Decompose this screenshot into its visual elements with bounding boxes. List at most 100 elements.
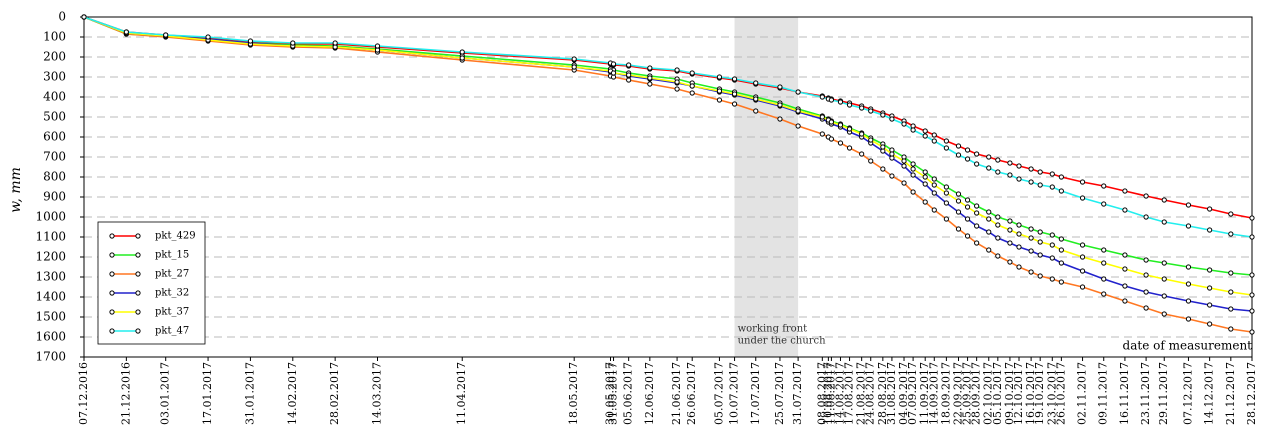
data-point [731,91,738,97]
data-point [1249,308,1255,314]
data-point [1101,247,1107,253]
legend-marker [109,328,115,334]
legend-marker [109,290,115,296]
data-point [1049,171,1055,177]
data-point [1122,252,1128,258]
data-point [1207,206,1213,212]
data-point [974,161,980,167]
data-point [1207,302,1213,308]
x-tick-label: 17.07.2017 [749,362,762,425]
data-point [332,40,338,46]
data-point [943,184,949,190]
data-point [846,126,853,132]
x-tick-label: 07.12.2017 [1181,362,1194,425]
data-point [571,64,577,70]
x-tick-label: 12.06.2017 [643,362,656,425]
data-point [1101,276,1107,282]
x-tick-label: 12.10.2017 [1012,362,1025,425]
series-line [83,16,1253,238]
data-point [647,65,653,71]
x-tick-label: 18.05.2017 [567,362,580,425]
legend-marker [135,252,141,258]
x-tick-label: 31.07.2017 [791,362,804,425]
data-point [1007,227,1013,233]
data-point [1058,236,1064,242]
data-point [795,108,801,114]
x-tick-label: 14.09.2017 [927,362,940,425]
data-point [795,123,801,129]
data-point [753,80,759,86]
data-point [1058,188,1064,194]
x-tick-label: 28.09.2017 [970,362,983,425]
data-point [943,145,949,151]
x-tick-label: 08.08.2017 [815,362,828,425]
data-point [986,154,992,160]
data-point [819,131,825,137]
y-tick-label: 100 [43,30,66,44]
data-point [1049,242,1055,248]
legend-label: pkt_15 [155,250,189,261]
data-point [964,147,971,153]
y-tick-label: 1100 [35,230,66,244]
legend-label: pkt_32 [155,288,189,299]
data-point [922,174,928,180]
data-point [868,158,874,164]
series-line [83,16,1253,312]
y-tick-label: 1700 [35,350,66,364]
x-tick-label: 22.09.2017 [951,362,964,425]
data-point [986,165,992,171]
x-tick-label: 23.10.2017 [1045,362,1058,425]
data-point [964,233,971,239]
data-point [1016,244,1022,250]
y-axis-label: w, mm [8,167,24,213]
legend-marker [135,290,141,296]
data-point [1028,226,1034,232]
data-point [1049,232,1055,238]
plot-frame [83,16,1253,358]
annotation: working front [738,324,808,335]
y-tick-label: 1200 [35,250,66,264]
data-point [955,226,962,232]
data-point [716,74,723,80]
data-point [922,133,928,139]
data-point [1037,252,1043,258]
series-line [83,16,1253,296]
data-point [955,209,962,215]
data-point [974,210,980,216]
data-point [943,216,949,222]
x-tick-label: 10.08.2017 [821,362,834,425]
data-point [374,43,381,49]
x-tick-label: 14.03.2017 [371,362,384,425]
data-point [1143,257,1149,263]
data-point [1122,266,1128,272]
data-point [1161,219,1167,225]
y-tick-label: 1300 [35,270,66,284]
data-point [1249,234,1255,240]
data-point [689,70,695,76]
data-point [931,176,937,182]
x-tick-label: 05.06.2017 [622,362,635,425]
data-point [828,119,834,125]
data-point [922,199,928,205]
data-point [777,116,783,122]
data-point [986,229,992,235]
data-point [901,163,907,169]
data-point [964,156,971,162]
data-point [943,200,949,206]
data-point [931,182,937,188]
x-tick-label: 04.09.2017 [897,362,910,425]
data-point [1185,316,1192,322]
series-line [83,16,1253,333]
x-tick-label: 31.08.2017 [885,362,898,425]
data-point [1037,239,1043,245]
data-point [1007,218,1013,224]
x-tick-label: 17.08.2017 [843,362,856,425]
data-point [974,203,980,209]
data-point [731,76,738,82]
x-tick-label: 07.09.2017 [906,362,919,425]
data-point [868,137,874,143]
data-point [846,145,853,151]
data-point [1249,272,1255,278]
data-point [1101,183,1107,189]
